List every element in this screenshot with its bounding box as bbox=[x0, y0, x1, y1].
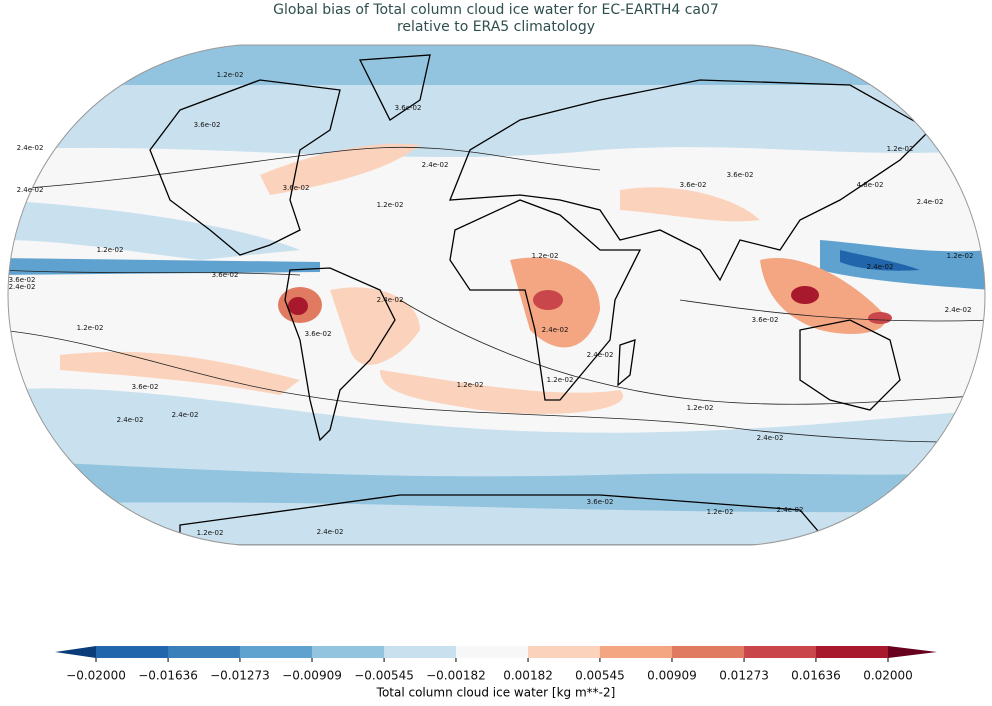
map-border bbox=[7, 44, 986, 546]
contour-label: 2.4e-02 bbox=[17, 144, 44, 152]
contour-label: 1.2e-02 bbox=[377, 201, 404, 209]
colorbar-bin bbox=[815, 646, 889, 658]
contour-label: 3.6e-02 bbox=[752, 316, 779, 324]
colorbar-tick-label: −0.00545 bbox=[354, 669, 414, 683]
contour-label: 3.6e-02 bbox=[194, 121, 221, 129]
contour-label: 2.4e-02 bbox=[17, 186, 44, 194]
colorbar-tick-label: 0.00182 bbox=[503, 669, 553, 683]
contour-label: 3.6e-02 bbox=[727, 171, 754, 179]
title-line: relative to ERA5 climatology bbox=[397, 19, 595, 35]
contour-label: 1.2e-02 bbox=[707, 508, 734, 516]
colorbar-bin bbox=[599, 646, 673, 658]
contour-label: 1.2e-02 bbox=[887, 145, 914, 153]
contour-label: 2.4e-02 bbox=[917, 198, 944, 206]
colorbar-bin bbox=[168, 646, 241, 658]
contour-label: 3.6e-02 bbox=[9, 276, 36, 284]
colorbar: −0.02000 −0.01636 −0.01273 −0.00909 −0.00545… bbox=[55, 646, 937, 683]
contour-label: 3.6e-02 bbox=[283, 184, 310, 192]
contour-label: 1.2e-02 bbox=[77, 324, 104, 332]
colorbar-bin bbox=[96, 646, 169, 658]
contour-label: 4.8e-02 bbox=[857, 181, 884, 189]
colorbar-tick-label: −0.01636 bbox=[138, 669, 198, 683]
colorbar-bin bbox=[744, 646, 817, 658]
colorbar-tick-label: 0.01273 bbox=[719, 669, 769, 683]
contour-label: 2.4e-02 bbox=[757, 434, 784, 442]
contour-label: 3.6e-02 bbox=[680, 181, 707, 189]
contour-label: 2.4e-02 bbox=[777, 506, 804, 514]
contour-label: 3.6e-02 bbox=[212, 271, 239, 279]
contour-label: 1.2e-02 bbox=[197, 529, 224, 537]
colorbar-bin bbox=[384, 646, 457, 658]
contour-label: 1.2e-02 bbox=[547, 376, 574, 384]
colorbar-bin bbox=[239, 646, 313, 658]
colorbar-tick-label: −0.01273 bbox=[210, 669, 270, 683]
colorbar-tick-label: 0.00545 bbox=[575, 669, 625, 683]
contour-label: 1.2e-02 bbox=[217, 71, 244, 79]
contour-label: 3.6e-02 bbox=[132, 383, 159, 391]
colorbar-tick-label: −0.00909 bbox=[282, 669, 342, 683]
colorbar-tick-label: 0.02000 bbox=[863, 669, 913, 683]
contour-label: 2.4e-02 bbox=[117, 416, 144, 424]
contour-label: 1.2e-02 bbox=[687, 404, 714, 412]
title-line: Global bias of Total column cloud ice wa… bbox=[273, 2, 719, 18]
colorbar-bin bbox=[528, 646, 601, 658]
contour-label: 3.6e-02 bbox=[587, 498, 614, 506]
contour-label: 2.4e-02 bbox=[9, 283, 36, 291]
contour-label: 2.4e-02 bbox=[377, 296, 404, 304]
colorbar-extend-low bbox=[55, 646, 96, 658]
contour-label: 3.6e-02 bbox=[395, 104, 422, 112]
colorbar-tick-label: 0.01636 bbox=[791, 669, 841, 683]
contour-label: 2.4e-02 bbox=[945, 306, 972, 314]
contour-label: 2.4e-02 bbox=[172, 411, 199, 419]
colorbar-tick-label: −0.02000 bbox=[66, 669, 126, 683]
contour-label: 2.4e-02 bbox=[587, 351, 614, 359]
contour-label: 3.6e-02 bbox=[305, 330, 332, 338]
colorbar-bin bbox=[455, 646, 529, 658]
colorbar-label: Total column cloud ice water [kg m**-2] bbox=[376, 686, 616, 700]
contour-label: 1.2e-02 bbox=[947, 252, 974, 260]
colorbar-tick-label: −0.00182 bbox=[426, 669, 486, 683]
contour-label: 1.2e-02 bbox=[97, 246, 124, 254]
contour-labels: 1.2e-023.6e-022.4e-023.6e-022.4e-021.2e-… bbox=[9, 71, 974, 537]
contour-label: 1.2e-02 bbox=[532, 252, 559, 260]
colorbar-extend-high bbox=[888, 646, 937, 658]
colorbar-bin bbox=[312, 646, 385, 658]
contour-label: 2.4e-02 bbox=[317, 528, 344, 536]
colorbar-bin bbox=[671, 646, 745, 658]
contour-label: 1.2e-02 bbox=[457, 381, 484, 389]
colorbar-tick-label: 0.00909 bbox=[647, 669, 697, 683]
contour-label: 2.4e-02 bbox=[422, 161, 449, 169]
contour-label: 2.4e-02 bbox=[542, 326, 569, 334]
contour-label: 2.4e-02 bbox=[867, 263, 894, 271]
map bbox=[8, 45, 985, 545]
